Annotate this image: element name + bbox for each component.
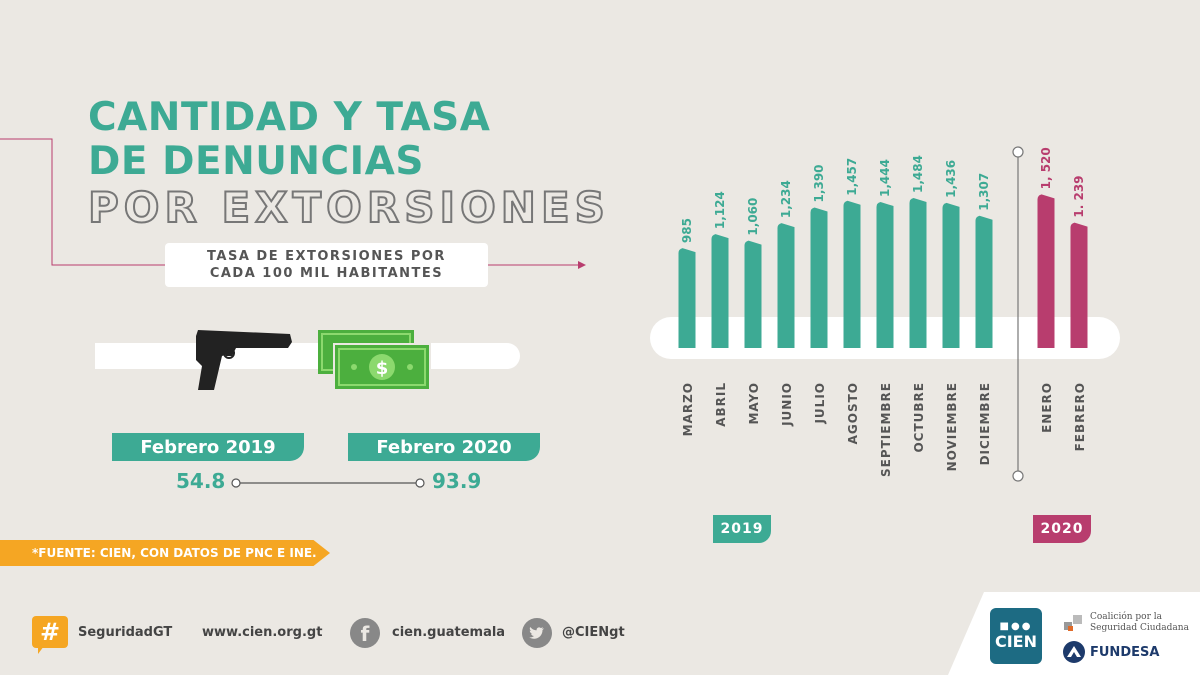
bar-abril (711, 234, 729, 348)
cien-logo: ■●● CIEN (990, 608, 1042, 664)
value-label-junio: 1,234 (779, 180, 793, 218)
coalicion-logo-icon (1064, 615, 1082, 631)
comparison-left-label: Febrero 2019 (112, 433, 304, 461)
bar-septiembre (876, 202, 894, 348)
bar-enero (1037, 194, 1055, 348)
coalicion-logo-line-1: Coalición por la (1090, 612, 1163, 622)
category-label-noviembre: NOVIEMBRE (945, 382, 959, 471)
year-divider-bottom (1012, 470, 1024, 482)
category-label-octubre: OCTUBRE (912, 382, 926, 453)
cien-logo-text: CIEN (994, 632, 1037, 651)
comparison-connector (231, 478, 425, 488)
value-label-enero: 1, 520 (1039, 147, 1053, 189)
category-label-agosto: AGOSTO (846, 382, 860, 444)
bar-marzo (678, 248, 696, 348)
bar-junio (777, 223, 795, 348)
subtitle-box: TASA DE EXTORSIONES POR CADA 100 MIL HAB… (165, 243, 488, 287)
year-badge-2020: 2020 (1033, 515, 1091, 543)
money-icon: $ (318, 330, 431, 391)
value-label-mayo: 1,060 (746, 198, 760, 236)
subtitle-line-1: TASA DE EXTORSIONES POR (207, 249, 446, 264)
bar-octubre (909, 198, 927, 348)
title-line-3: POR EXTORSIONES (87, 183, 610, 233)
hashtag-icon: # (32, 616, 68, 648)
illustration-bar (95, 343, 520, 369)
title-line-2: DE DENUNCIAS (88, 139, 424, 184)
value-label-septiembre: 1,444 (878, 159, 892, 197)
pistol-icon (196, 330, 292, 390)
footer-hashtag: SeguridadGT (78, 625, 173, 640)
category-label-junio: JUNIO (780, 382, 794, 427)
cien-logo-dots: ■●● (999, 621, 1033, 632)
twitter-icon (522, 618, 552, 648)
footer-facebook[interactable]: cien.guatemala (392, 625, 506, 640)
category-label-diciembre: DICIEMBRE (978, 382, 992, 465)
comparison-left-value: 54.8 (176, 469, 226, 493)
value-label-noviembre: 1,436 (944, 160, 958, 198)
value-label-octubre: 1,484 (911, 155, 925, 193)
comparison-right-value: 93.9 (432, 469, 482, 493)
category-label-abril: ABRIL (714, 382, 728, 427)
comparison-right-label: Febrero 2020 (348, 433, 540, 461)
hashtag-icon-tail (38, 646, 44, 654)
bar-agosto (843, 200, 861, 348)
coalicion-logo-line-2: Seguridad Ciudadana (1090, 623, 1189, 633)
footer-website[interactable]: www.cien.org.gt (202, 625, 323, 640)
category-label-enero: ENERO (1040, 382, 1054, 433)
fundesa-logo-text: FUNDESA (1090, 645, 1160, 660)
svg-text:$: $ (376, 358, 389, 379)
subtitle-line-2: CADA 100 MIL HABITANTES (209, 266, 444, 281)
category-label-julio: JULIO (813, 382, 827, 425)
value-label-diciembre: 1,307 (977, 173, 991, 211)
bar-chart: 985 1,124 1,060 1,234 1,390 1,457 1,444 1,484 1,… (650, 146, 1120, 482)
source-note: *FUENTE: CIEN, CON DATOS DE PNC E INE. (0, 540, 330, 566)
value-label-marzo: 985 (680, 218, 694, 243)
category-label-febrero: FEBRERO (1073, 382, 1087, 451)
value-label-abril: 1,124 (713, 191, 727, 229)
value-label-febrero: 1. 239 (1072, 175, 1086, 217)
title-line-1: CANTIDAD Y TASA (88, 95, 491, 140)
category-label-marzo: MARZO (681, 382, 695, 436)
bar-diciembre (975, 215, 993, 348)
category-label-septiembre: SEPTIEMBRE (879, 382, 893, 477)
bar-mayo (744, 240, 762, 348)
facebook-icon: f (350, 618, 380, 648)
bar-noviembre (942, 202, 960, 348)
value-label-agosto: 1,457 (845, 158, 859, 196)
year-divider-top (1012, 146, 1024, 158)
fundesa-logo-icon (1063, 641, 1085, 663)
year-badge-2019: 2019 (713, 515, 771, 543)
category-label-mayo: MAYO (747, 382, 761, 425)
bar-julio (810, 207, 828, 348)
bar-febrero (1070, 222, 1088, 348)
value-label-julio: 1,390 (812, 164, 826, 202)
footer-twitter[interactable]: @CIENgt (562, 625, 625, 640)
